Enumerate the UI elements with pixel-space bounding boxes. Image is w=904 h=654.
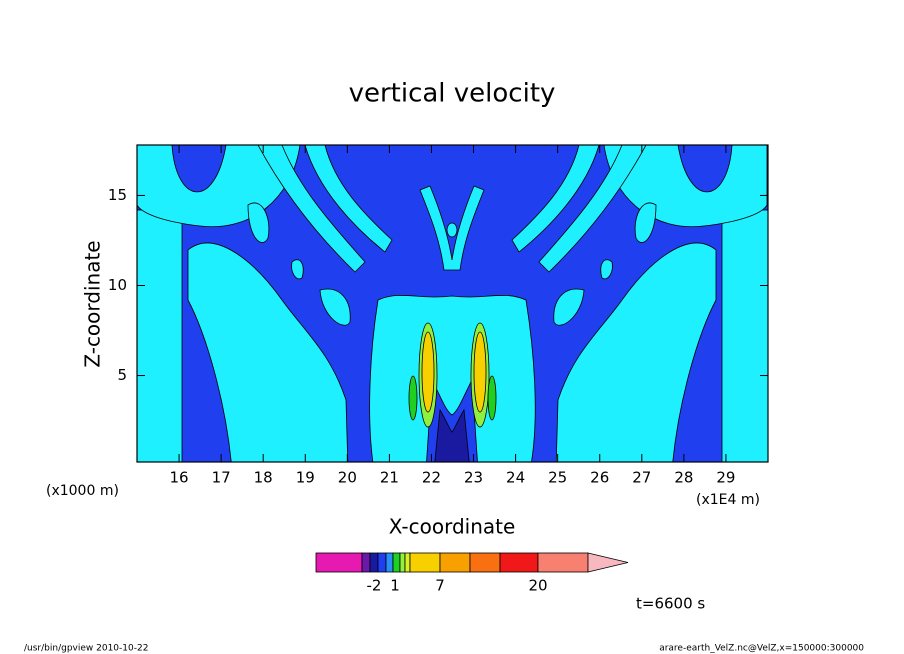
colorbar-segment xyxy=(361,552,371,573)
colorbar-segment xyxy=(399,552,406,573)
x-tick-label: 22 xyxy=(422,469,441,487)
x-tick-label: 21 xyxy=(380,469,399,487)
chart-title: vertical velocity xyxy=(349,79,556,109)
x-tick-label: 28 xyxy=(674,469,693,487)
x-unit-right: (x1E4 m) xyxy=(696,492,760,508)
colorbar-segment xyxy=(377,552,387,573)
plot-frame xyxy=(136,144,769,463)
colorbar-tick-label: 7 xyxy=(435,577,445,595)
x-axis-label: X-coordinate xyxy=(389,515,516,539)
colorbar-segment xyxy=(404,552,411,573)
y-tick-label: 15 xyxy=(108,186,127,204)
colorbar-tick-label: -2 xyxy=(367,577,382,595)
y-tick-label: 5 xyxy=(117,366,127,384)
x-tick-label: 29 xyxy=(716,469,735,487)
x-tick-label: 25 xyxy=(548,469,567,487)
footer-left: /usr/bin/gpview 2010-10-22 xyxy=(24,644,148,654)
x-tick-label: 19 xyxy=(296,469,315,487)
colorbar-segment xyxy=(469,552,501,573)
colorbar-segment xyxy=(315,552,363,573)
x-tick-label: 18 xyxy=(254,469,273,487)
colorbar-segment xyxy=(537,552,589,573)
colorbar-segment xyxy=(409,552,441,573)
x-tick-label: 20 xyxy=(338,469,357,487)
colorbar-segment xyxy=(369,552,379,573)
x-tick-label: 26 xyxy=(590,469,609,487)
colorbar-segment xyxy=(392,552,401,573)
colorbar-segment xyxy=(385,552,394,573)
colorbar-tick-label: 1 xyxy=(390,577,400,595)
time-label: t=6600 s xyxy=(636,595,705,613)
x-tick-label: 27 xyxy=(632,469,651,487)
x-tick-label: 23 xyxy=(464,469,483,487)
colorbar-segment xyxy=(499,552,539,573)
y-axis-label: Z-coordinate xyxy=(81,240,105,367)
colorbar-arrow xyxy=(587,552,629,573)
x-tick-label: 24 xyxy=(506,469,525,487)
footer-right: arare-earth_VelZ.nc@VelZ,x=150000:300000 xyxy=(659,644,864,654)
x-tick-label: 17 xyxy=(212,469,231,487)
y-tick-label: 10 xyxy=(108,276,127,294)
x-unit-left: (x1000 m) xyxy=(46,483,119,499)
colorbar-segment xyxy=(439,552,471,573)
contour-field xyxy=(137,145,768,462)
colorbar-tick-label: 20 xyxy=(528,577,547,595)
x-tick-label: 16 xyxy=(170,469,189,487)
